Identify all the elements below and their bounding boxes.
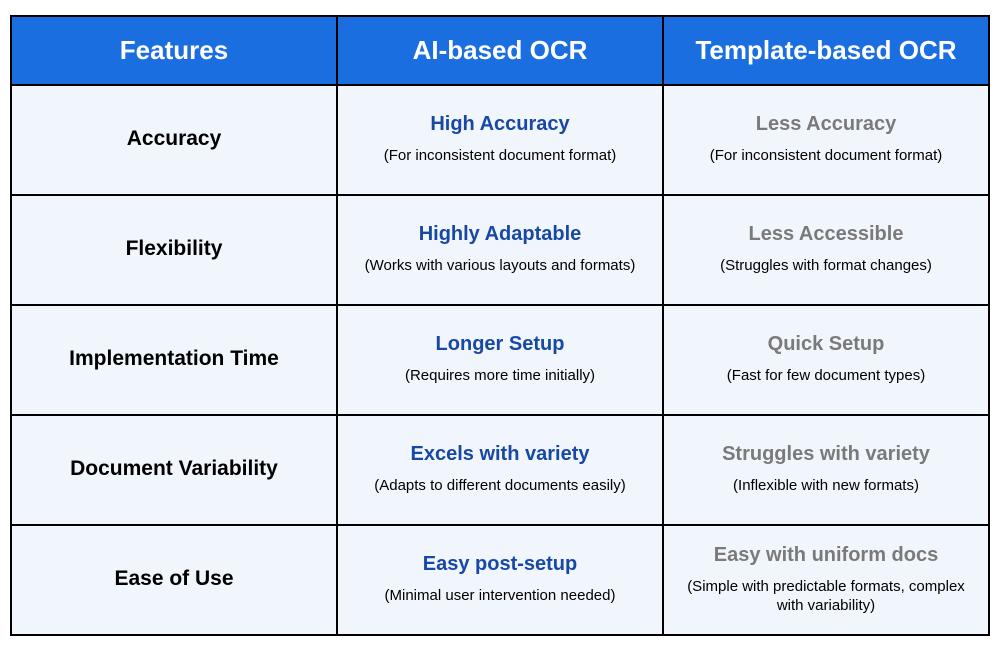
feature-cell: Flexibility — [12, 196, 338, 304]
template-cell: Struggles with variety (Inflexible with … — [664, 416, 988, 524]
ai-sub-text: (For inconsistent document format) — [384, 146, 617, 166]
table-row: Flexibility Highly Adaptable (Works with… — [12, 194, 988, 304]
template-cell: Less Accuracy (For inconsistent document… — [664, 86, 988, 194]
feature-cell: Accuracy — [12, 86, 338, 194]
ai-main-text: Highly Adaptable — [419, 223, 582, 246]
feature-label: Flexibility — [126, 236, 223, 262]
ai-cell: Excels with variety (Adapts to different… — [338, 416, 664, 524]
header-template-ocr: Template-based OCR — [664, 17, 988, 84]
feature-label: Document Variability — [70, 456, 278, 482]
template-sub-text: (Inflexible with new formats) — [733, 476, 919, 496]
template-cell: Quick Setup (Fast for few document types… — [664, 306, 988, 414]
ai-cell: Easy post-setup (Minimal user interventi… — [338, 526, 664, 634]
ai-sub-text: (Works with various layouts and formats) — [365, 256, 636, 276]
table-row: Document Variability Excels with variety… — [12, 414, 988, 524]
table-header-row: Features AI-based OCR Template-based OCR — [12, 17, 988, 84]
template-sub-text: (For inconsistent document format) — [710, 146, 943, 166]
feature-label: Ease of Use — [114, 566, 233, 592]
ai-sub-text: (Adapts to different documents easily) — [374, 476, 626, 496]
ai-cell: High Accuracy (For inconsistent document… — [338, 86, 664, 194]
header-features: Features — [12, 17, 338, 84]
header-ai-ocr: AI-based OCR — [338, 17, 664, 84]
ai-main-text: Excels with variety — [411, 443, 590, 466]
ai-cell: Longer Setup (Requires more time initial… — [338, 306, 664, 414]
template-main-text: Easy with uniform docs — [714, 544, 938, 567]
template-main-text: Quick Setup — [768, 333, 885, 356]
table-row: Implementation Time Longer Setup (Requir… — [12, 304, 988, 414]
comparison-table: Features AI-based OCR Template-based OCR… — [10, 15, 990, 636]
ai-sub-text: (Requires more time initially) — [405, 366, 595, 386]
feature-cell: Ease of Use — [12, 526, 338, 634]
template-sub-text: (Simple with predictable formats, comple… — [678, 577, 974, 616]
table-row: Ease of Use Easy post-setup (Minimal use… — [12, 524, 988, 634]
ai-cell: Highly Adaptable (Works with various lay… — [338, 196, 664, 304]
feature-cell: Document Variability — [12, 416, 338, 524]
ai-main-text: Easy post-setup — [423, 553, 577, 576]
template-main-text: Struggles with variety — [722, 443, 930, 466]
template-main-text: Less Accuracy — [756, 113, 896, 136]
template-sub-text: (Fast for few document types) — [727, 366, 925, 386]
feature-label: Implementation Time — [69, 346, 279, 372]
template-cell: Less Accessible (Struggles with format c… — [664, 196, 988, 304]
table-row: Accuracy High Accuracy (For inconsistent… — [12, 84, 988, 194]
ai-main-text: High Accuracy — [430, 113, 569, 136]
ai-sub-text: (Minimal user intervention needed) — [385, 586, 616, 606]
template-main-text: Less Accessible — [749, 223, 904, 246]
ai-main-text: Longer Setup — [436, 333, 565, 356]
template-sub-text: (Struggles with format changes) — [720, 256, 932, 276]
feature-label: Accuracy — [127, 126, 222, 152]
template-cell: Easy with uniform docs (Simple with pred… — [664, 526, 988, 634]
feature-cell: Implementation Time — [12, 306, 338, 414]
